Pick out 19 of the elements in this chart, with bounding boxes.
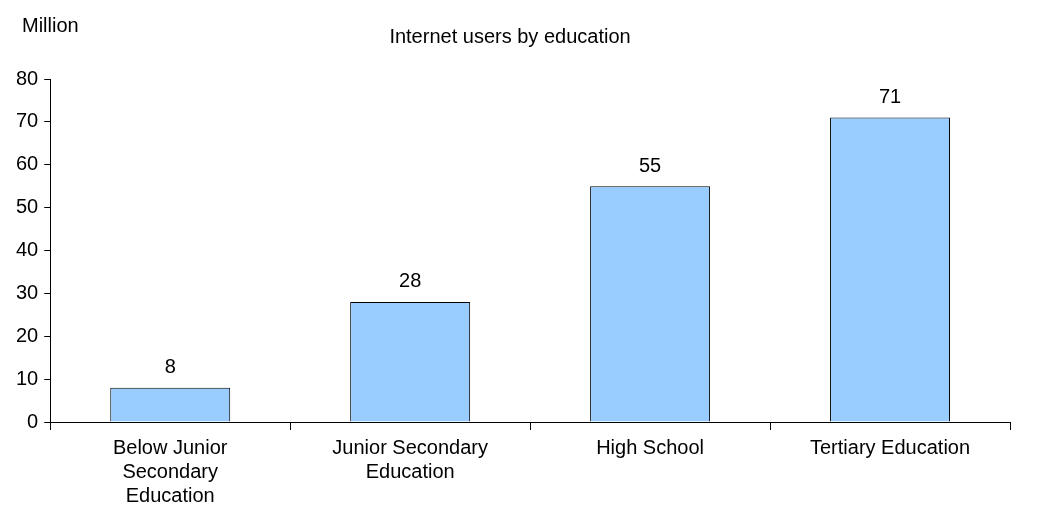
y-tick-label: 70 bbox=[16, 109, 39, 132]
y-tick-label: 10 bbox=[16, 366, 39, 389]
y-tick-label: 30 bbox=[16, 280, 39, 303]
y-tick-label: 60 bbox=[16, 152, 39, 175]
y-axis-title: Million bbox=[22, 13, 79, 36]
data-label: 71 bbox=[878, 85, 902, 108]
y-tick-label: 20 bbox=[16, 323, 39, 346]
chart-title: Internet users by education bbox=[389, 24, 631, 47]
data-label: 55 bbox=[638, 153, 662, 176]
x-tick-label: Below Junior Secondary Education bbox=[112, 435, 228, 506]
data-label: 28 bbox=[399, 269, 422, 292]
y-tick-label: 0 bbox=[27, 409, 39, 432]
y-tick-label: 40 bbox=[16, 238, 39, 261]
x-tick-label: Tertiary Education bbox=[809, 435, 971, 458]
y-tick-label: 50 bbox=[16, 195, 39, 218]
x-tick-label: Junior Secondary Education bbox=[332, 435, 488, 482]
y-tick-label: 80 bbox=[16, 66, 39, 89]
x-tick-label: High School bbox=[596, 435, 705, 458]
data-label: 8 bbox=[164, 355, 176, 378]
